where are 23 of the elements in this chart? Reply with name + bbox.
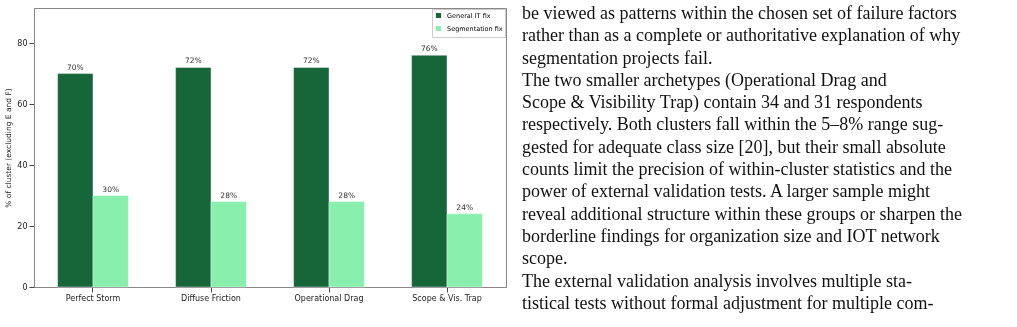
y-tick-label: 60 [17, 99, 28, 109]
text: power of external validation tests. A larger sample might [522, 180, 932, 203]
text: be viewed as patterns within the chosen set of failure factors [522, 2, 958, 25]
y-tick-label: 0 [22, 282, 28, 292]
text: segmentation projects fail. [522, 46, 714, 69]
text: respectively. Both clusters fall within the 5–8% range sug- [522, 113, 945, 136]
text: scope. [522, 247, 569, 270]
text: reveal additional structure within these groups or sharpen the [522, 202, 963, 225]
text: counts limit the precision of within-cluster statistics and the [522, 158, 953, 181]
x-tick-label: Diffuse Friction [181, 293, 241, 303]
y-tick-label: 40 [17, 160, 28, 170]
x-tick-label: Perfect Storm [65, 293, 121, 303]
text: The external validation analysis involves multiple sta- [522, 269, 913, 292]
text: tistical tests without formal adjustment for multiple com- [522, 291, 935, 315]
text: Scope & Visibility Trap) contain 34 and 31 respondents [522, 91, 924, 114]
y-tick-label: 80 [17, 38, 28, 48]
x-tick-label: Operational Drag [294, 293, 364, 303]
text: The two smaller archetypes (Operational Drag and [522, 68, 888, 92]
y-tick-label: 20 [17, 221, 28, 231]
x-tick-label: Scope & Vis. Trap [412, 293, 482, 303]
text: borderline findings for organization size and IOT network [522, 224, 941, 248]
text: rather than as a complete or authoritative explanation of why [522, 24, 962, 47]
text: gested for adequate class size [20], but their small absolute [522, 135, 947, 159]
